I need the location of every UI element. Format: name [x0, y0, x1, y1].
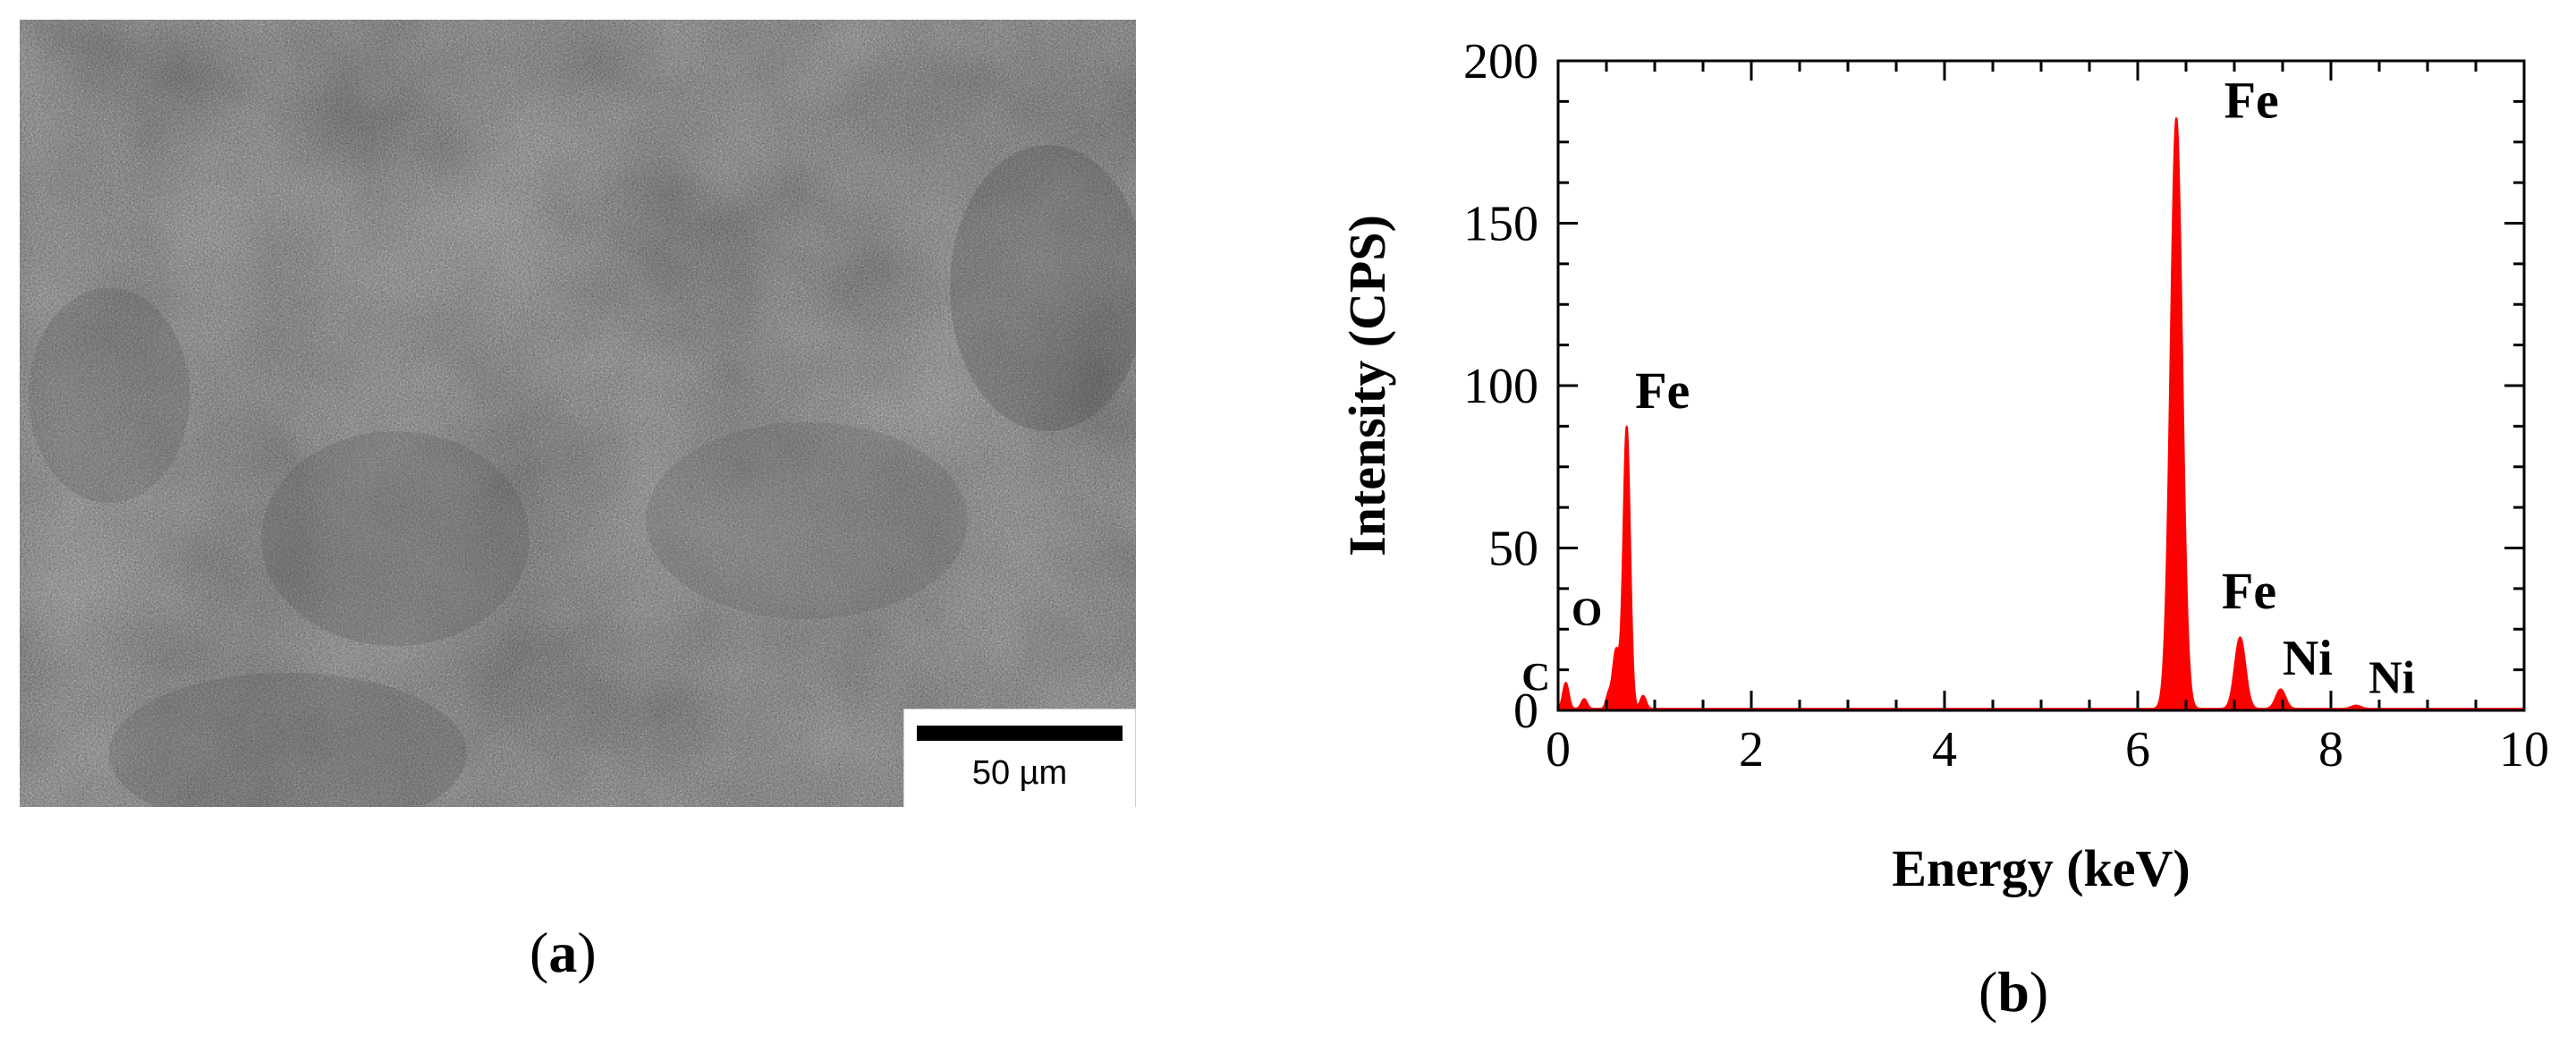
- x-tick-label: 0: [1546, 722, 1571, 777]
- panel-label-a-letter: a: [548, 921, 578, 984]
- y-tick-label: 50: [1488, 522, 1538, 577]
- scale-bar: 50 µm: [903, 709, 1136, 807]
- peak-label-fe: Fe: [2222, 562, 2276, 620]
- x-tick-label: 2: [1739, 722, 1764, 777]
- panel-label-b: (b): [1979, 960, 2049, 1024]
- peak-label-fe: Fe: [1635, 361, 1690, 420]
- peak-label-o: O: [1572, 590, 1602, 634]
- scale-bar-line: [917, 726, 1123, 741]
- sem-texture: [20, 20, 1136, 807]
- peak-label-ni: Ni: [2283, 631, 2333, 686]
- panel-label-b-letter: b: [1997, 960, 2029, 1024]
- y-tick-label: 200: [1463, 34, 1538, 89]
- plot-frame: [1556, 59, 2526, 712]
- x-tick-label: 10: [2499, 722, 2549, 777]
- x-tick-label: 8: [2318, 722, 2343, 777]
- peak-label-fe: Fe: [2224, 71, 2279, 129]
- x-tick-label: 4: [1932, 722, 1957, 777]
- x-axis-title: Energy (keV): [1892, 839, 2190, 897]
- y-axis-title: Intensity (CPS): [1338, 215, 1396, 556]
- panel-label-a: (a): [530, 921, 597, 984]
- spectrum-area: [1557, 117, 2525, 711]
- peak-label-c: C: [1521, 655, 1550, 699]
- scale-bar-label: 50 µm: [971, 754, 1068, 792]
- sem-micrograph: 50 µm: [20, 20, 1136, 807]
- y-tick-label: 100: [1463, 359, 1538, 414]
- y-tick-label: 150: [1463, 197, 1538, 252]
- x-tick-label: 6: [2125, 722, 2150, 777]
- y-tick-label: 0: [1513, 684, 1538, 739]
- peak-label-ni: Ni: [2368, 652, 2415, 703]
